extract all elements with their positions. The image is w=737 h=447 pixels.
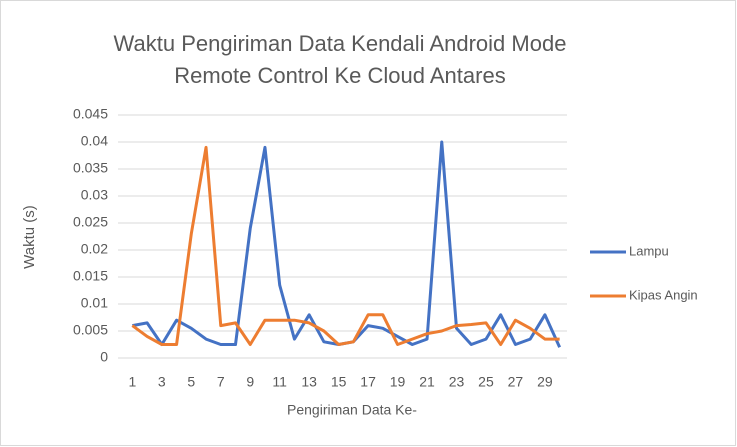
y-tick-label: 0.03 — [81, 187, 108, 203]
y-tick-label: 0.01 — [81, 295, 108, 311]
y-axis-label: Waktu (s) — [21, 205, 38, 269]
x-tick-label: 7 — [217, 374, 225, 390]
x-tick-label: 19 — [390, 374, 406, 390]
x-tick-label: 23 — [449, 374, 465, 390]
y-tick-label: 0.02 — [81, 241, 108, 257]
x-tick-label: 27 — [508, 374, 524, 390]
x-tick-label: 29 — [537, 374, 553, 390]
y-tick-label: 0.015 — [73, 268, 108, 284]
x-tick-label: 11 — [272, 374, 287, 390]
y-tick-label: 0.04 — [81, 133, 108, 149]
legend-label: Lampu — [629, 243, 669, 258]
y-tick-label: 0.035 — [73, 160, 108, 176]
x-tick-label: 15 — [331, 374, 347, 390]
x-tick-label: 13 — [301, 374, 317, 390]
series-line — [131, 145, 560, 346]
x-tick-label: 25 — [478, 374, 494, 390]
y-tick-label: 0 — [100, 349, 108, 365]
x-axis-label: Pengiriman Data Ke- — [287, 402, 417, 418]
y-tick-label: 0.025 — [73, 214, 108, 230]
x-tick-label: 17 — [360, 374, 376, 390]
x-tick-label: 3 — [158, 374, 166, 390]
x-tick-label: 1 — [128, 374, 136, 390]
legend-label: Kipas Angin — [629, 287, 698, 302]
y-tick-label: 0.005 — [73, 322, 108, 338]
x-tick-label: 21 — [419, 374, 435, 390]
x-tick-label: 9 — [246, 374, 254, 390]
y-tick-label: 0.045 — [73, 106, 108, 122]
x-tick-label: 5 — [187, 374, 195, 390]
chart-title: Waktu Pengiriman Data Kendali Android Mo… — [113, 31, 567, 88]
